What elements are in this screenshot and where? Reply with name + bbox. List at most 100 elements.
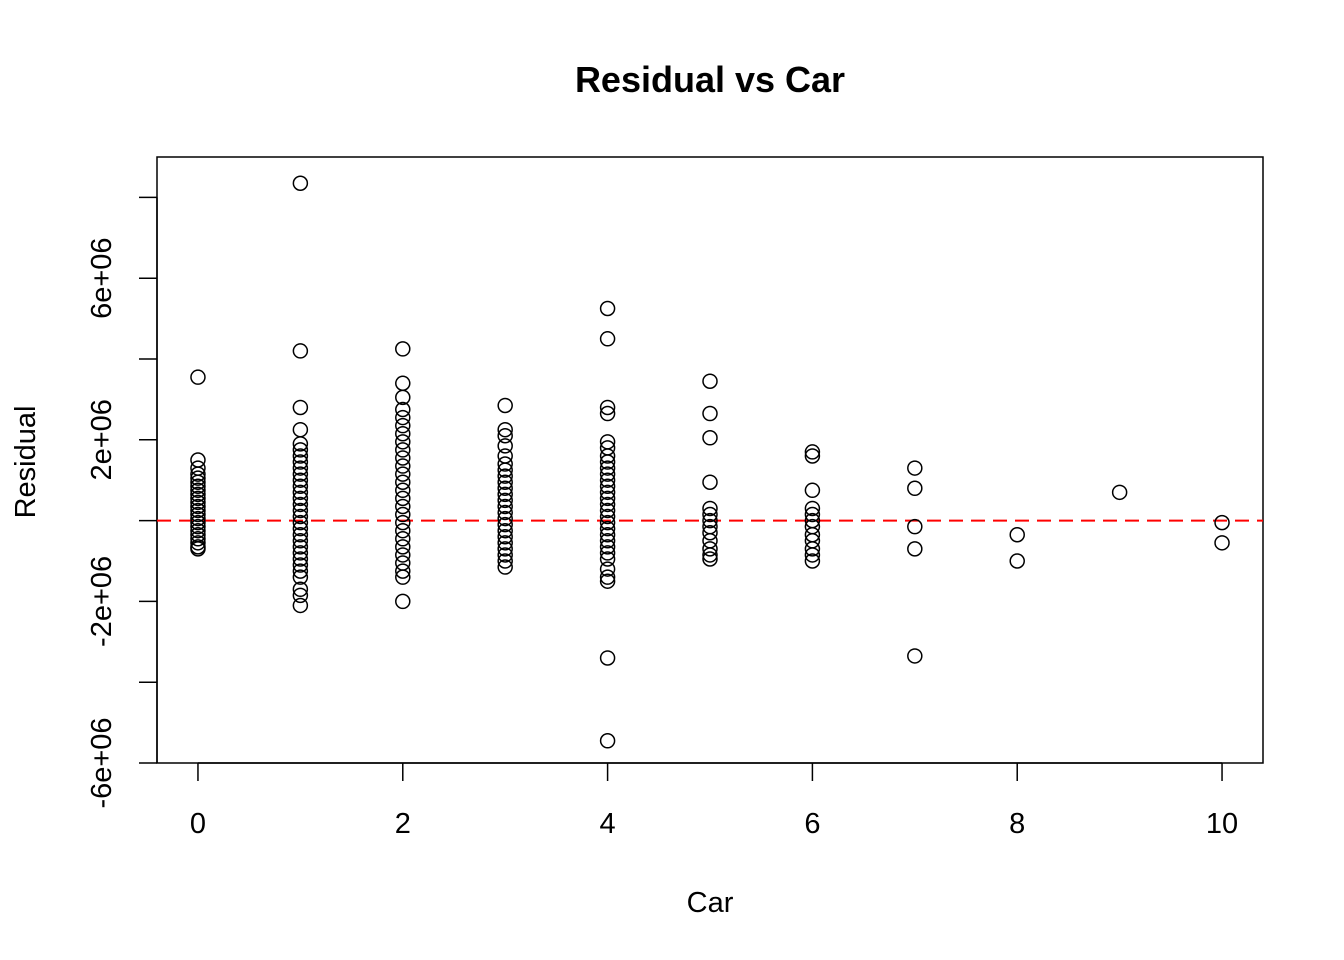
data-point-128: [599, 573, 616, 589]
scatter-points: [190, 175, 1230, 749]
data-point-53: [395, 341, 411, 357]
data-point-100: [497, 553, 513, 569]
data-point-23: [292, 175, 309, 192]
data-point-95: [497, 522, 513, 539]
data-point-101: [497, 559, 513, 575]
data-point-27: [292, 436, 309, 452]
data-point-77: [395, 569, 411, 585]
data-point-99: [497, 547, 513, 563]
data-point-17: [190, 522, 206, 539]
data-point-139: [702, 524, 718, 541]
data-point-78: [395, 593, 411, 610]
data-point-0: [190, 369, 206, 385]
data-point-90: [497, 492, 513, 509]
data-point-58: [395, 417, 411, 434]
data-point-127: [599, 569, 616, 585]
data-point-103: [599, 331, 616, 347]
data-point-5: [190, 474, 206, 490]
data-point-108: [599, 448, 616, 464]
data-point-50: [292, 581, 309, 598]
data-point-60: [395, 434, 411, 450]
data-point-72: [395, 531, 411, 547]
data-point-55: [395, 389, 411, 406]
data-point-131: [702, 373, 718, 389]
data-point-87: [497, 474, 513, 490]
data-point-111: [599, 466, 616, 482]
data-point-106: [599, 434, 616, 450]
data-point-165: [1214, 535, 1230, 551]
data-point-97: [497, 535, 513, 551]
data-point-43: [292, 533, 309, 549]
data-point-38: [292, 502, 309, 519]
data-point-44: [292, 539, 309, 555]
x-tick-label-0: 0: [190, 808, 206, 840]
data-point-143: [702, 551, 718, 567]
data-point-144: [804, 444, 821, 460]
data-point-1: [190, 452, 206, 468]
y-tick-label-6: 6e+06: [86, 237, 118, 318]
data-point-75: [395, 555, 411, 571]
data-point-109: [599, 454, 616, 470]
data-point-56: [395, 401, 411, 418]
data-point-93: [497, 510, 513, 527]
data-point-7: [190, 482, 206, 499]
data-point-8: [190, 486, 206, 503]
data-point-24: [292, 343, 309, 359]
data-point-36: [292, 490, 309, 507]
chart-title: Residual vs Car: [575, 59, 845, 100]
data-point-74: [395, 547, 411, 563]
data-point-84: [497, 456, 513, 472]
data-point-155: [804, 553, 821, 569]
data-point-146: [804, 482, 821, 499]
data-point-79: [497, 397, 513, 414]
data-point-135: [702, 500, 718, 517]
data-point-29: [292, 448, 309, 464]
data-point-102: [599, 300, 616, 317]
data-point-163: [1111, 484, 1128, 501]
data-point-22: [190, 541, 206, 557]
data-point-25: [292, 399, 309, 416]
x-tick-label-5: 10: [1206, 808, 1238, 840]
data-point-120: [599, 520, 616, 537]
data-point-49: [292, 569, 309, 585]
data-point-83: [497, 448, 513, 464]
data-point-129: [599, 650, 616, 666]
data-point-32: [292, 466, 309, 482]
data-point-107: [599, 440, 616, 456]
data-point-156: [907, 460, 923, 476]
data-point-48: [292, 563, 309, 579]
data-point-69: [395, 506, 411, 523]
data-point-92: [497, 504, 513, 521]
data-point-12: [190, 502, 206, 519]
data-point-61: [395, 442, 411, 458]
data-point-68: [395, 498, 411, 515]
data-point-89: [497, 486, 513, 503]
data-point-13: [190, 506, 206, 523]
data-point-70: [395, 514, 411, 531]
data-point-67: [395, 490, 411, 507]
data-point-137: [702, 512, 718, 529]
data-point-26: [292, 421, 309, 438]
axes: 0 2 4 6 8 10 -6e+06 -2e+06 2e+06 6e+06: [86, 196, 1238, 840]
data-point-80: [497, 421, 513, 438]
data-point-76: [395, 563, 411, 579]
data-point-105: [599, 405, 616, 422]
data-point-152: [804, 533, 821, 549]
data-point-115: [599, 490, 616, 507]
data-point-3: [190, 466, 206, 482]
y-axis-label: Residual: [10, 406, 42, 519]
data-point-118: [599, 508, 616, 525]
data-point-123: [599, 539, 616, 555]
data-point-6: [190, 478, 206, 495]
data-point-112: [599, 472, 616, 488]
data-point-98: [497, 541, 513, 557]
data-point-30: [292, 454, 309, 470]
data-point-162: [1009, 553, 1025, 569]
data-point-62: [395, 450, 411, 466]
data-point-47: [292, 557, 309, 573]
data-point-134: [702, 474, 718, 490]
data-point-136: [702, 506, 718, 523]
data-point-153: [804, 541, 821, 557]
data-point-119: [599, 514, 616, 531]
